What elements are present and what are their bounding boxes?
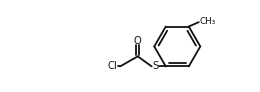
Text: CH₃: CH₃: [200, 17, 216, 26]
Text: O: O: [134, 36, 142, 46]
Text: Cl: Cl: [108, 61, 118, 71]
Text: S: S: [152, 61, 159, 71]
